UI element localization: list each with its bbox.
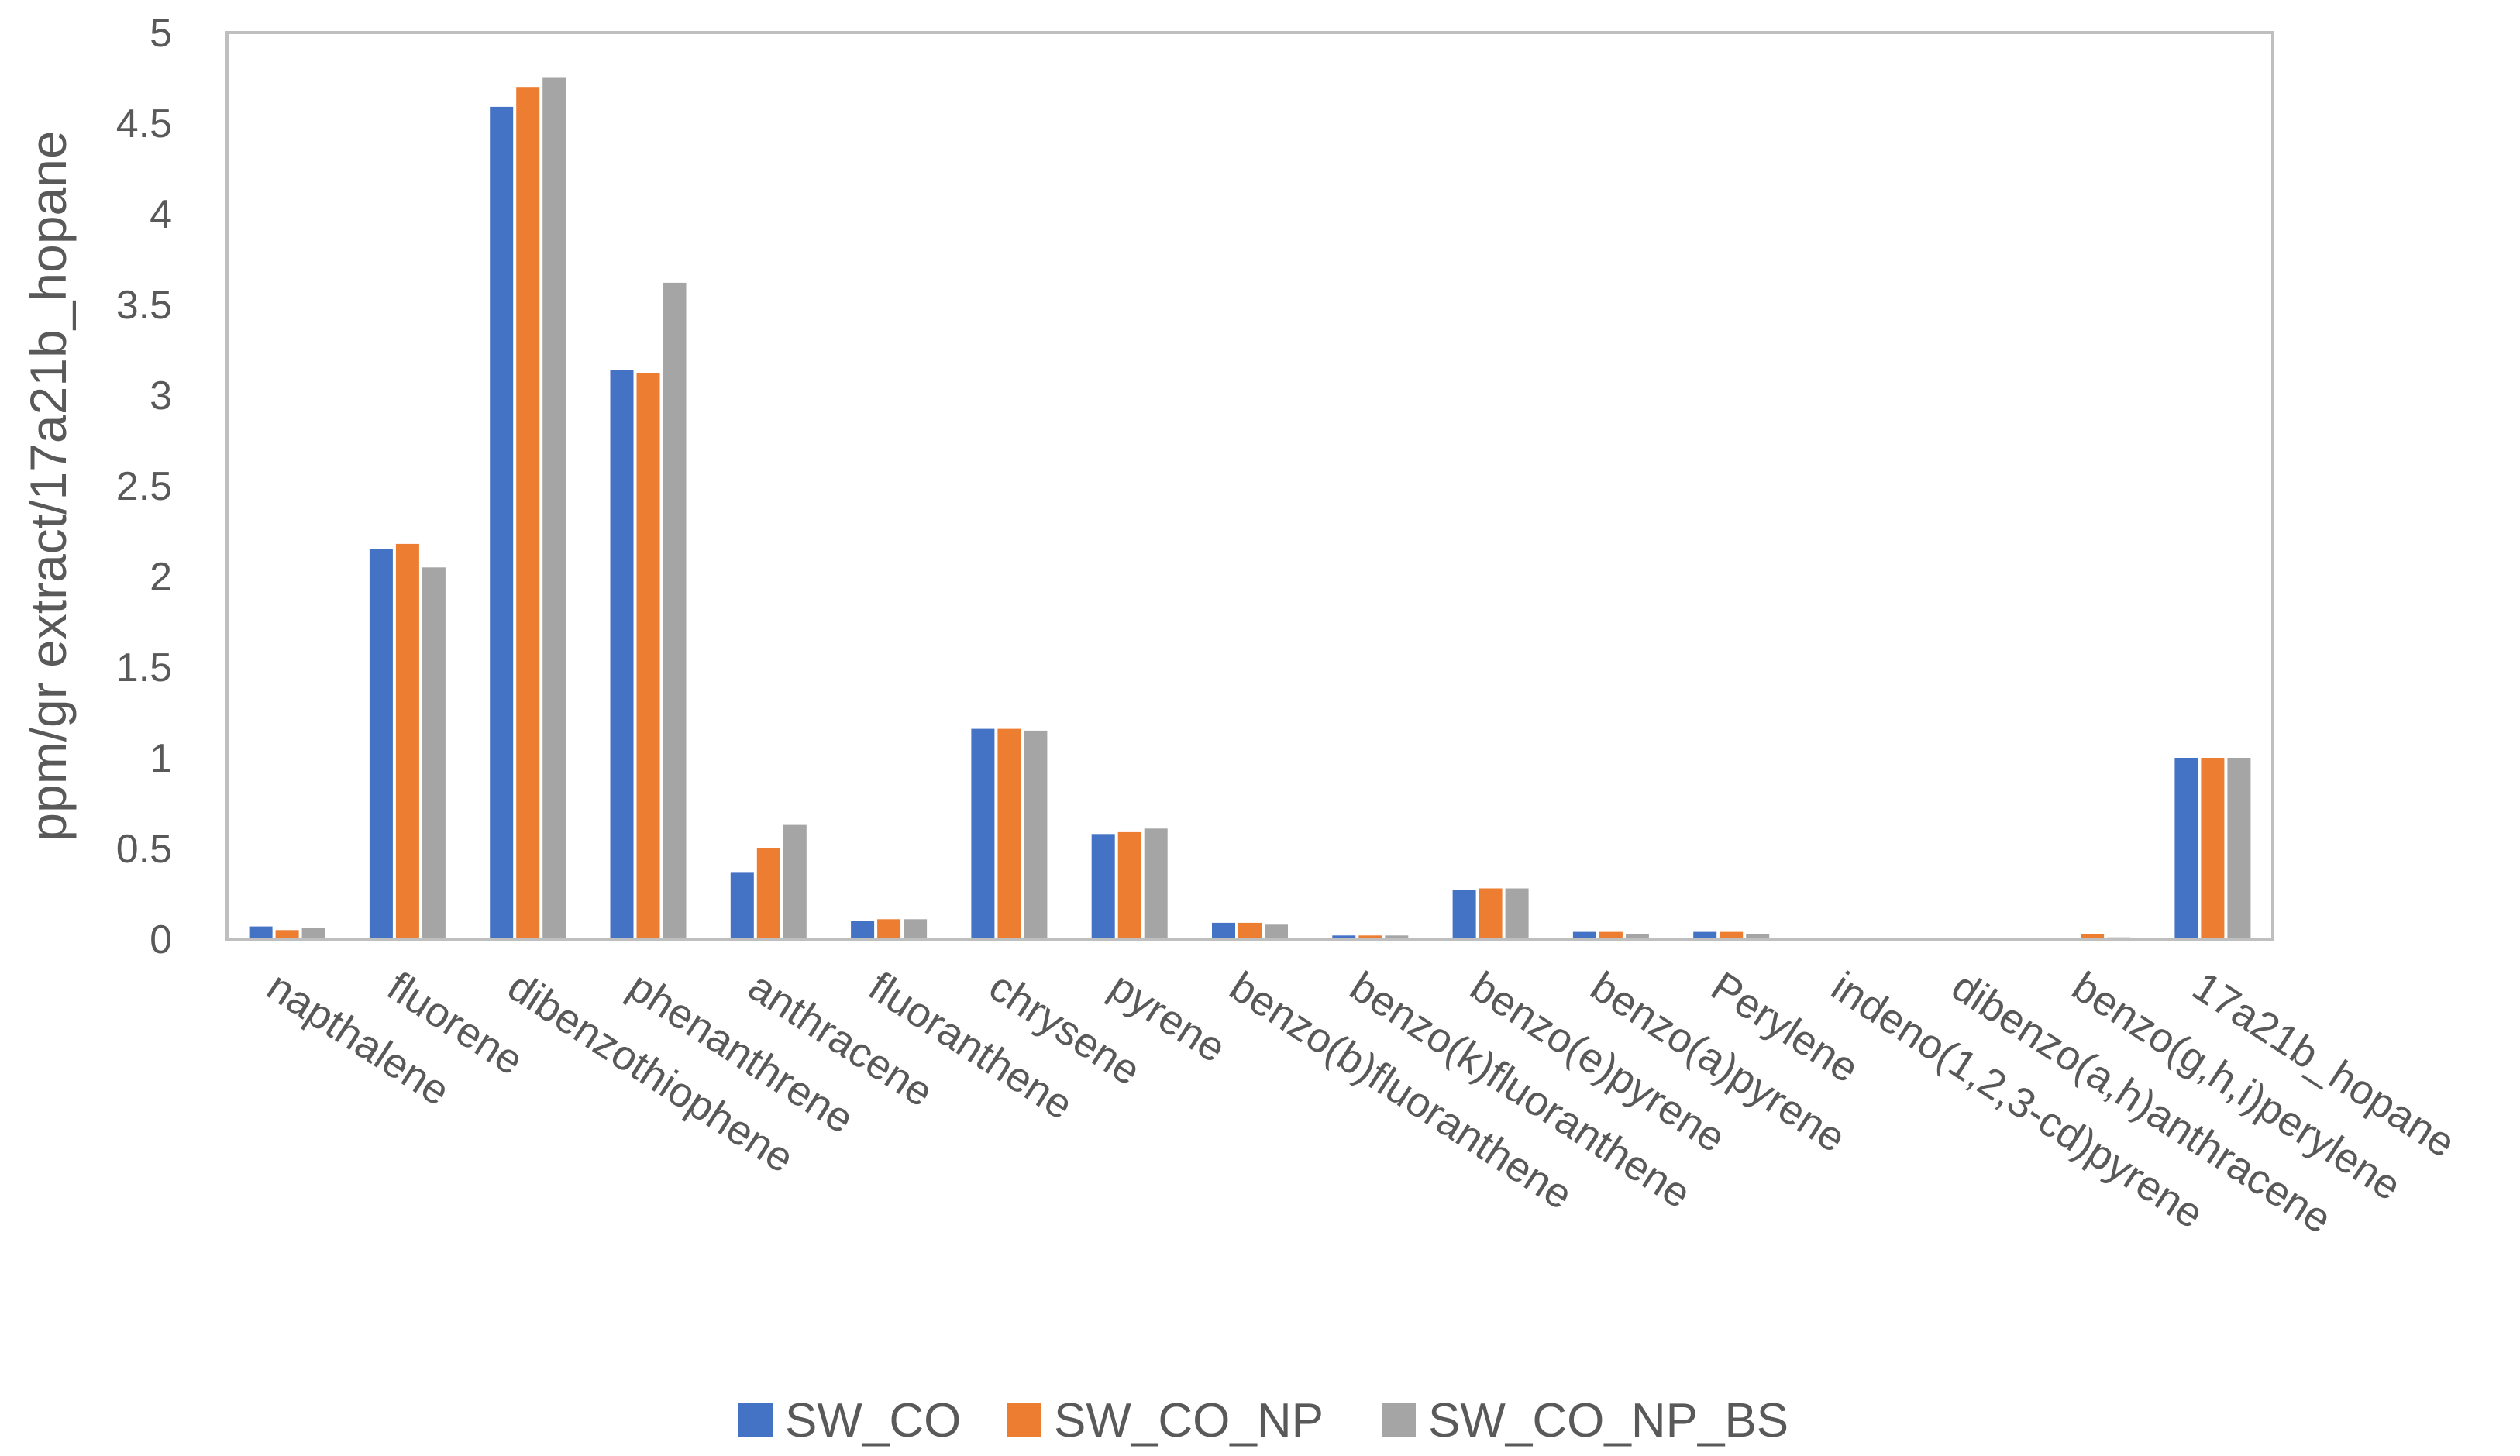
bar-sw-co xyxy=(1332,935,1356,939)
bar-sw-co xyxy=(1091,834,1115,939)
bar-sw-co-np xyxy=(636,373,660,939)
bar-sw-co-np xyxy=(516,87,540,940)
bar-sw-co xyxy=(490,106,514,939)
bar-sw-co-np-bs xyxy=(422,567,446,939)
y-tick-label: 4 xyxy=(150,192,172,237)
y-axis-ticks: 0 0.5 1 1.5 2 2.5 3 3.5 4 4.5 5 xyxy=(116,11,172,962)
legend-label: SW_CO_NP_BS xyxy=(1428,1394,1788,1447)
bar-sw-co-np xyxy=(1238,922,1262,939)
y-axis-title: ppm/gr extract/17a21b_hopane xyxy=(19,130,77,841)
bar-sw-co-np-bs xyxy=(301,928,325,939)
bar-sw-co xyxy=(249,926,273,939)
bar-sw-co xyxy=(1572,931,1596,939)
bar-sw-co xyxy=(971,728,995,939)
y-tick-label: 0.5 xyxy=(116,827,172,872)
bars xyxy=(249,77,2251,940)
bar-sw-co xyxy=(1693,931,1717,939)
bar-sw-co-np-bs xyxy=(1265,924,1288,939)
legend-swatch xyxy=(1382,1403,1416,1437)
bar-sw-co-np xyxy=(2081,934,2105,939)
bar-sw-co xyxy=(1212,922,1235,939)
bar-sw-co xyxy=(369,549,393,939)
bar-sw-co-np xyxy=(1599,931,1623,939)
bar-sw-co xyxy=(2174,758,2198,939)
y-tick-label: 5 xyxy=(150,11,172,56)
y-tick-label: 4.5 xyxy=(116,102,172,146)
y-tick-label: 0 xyxy=(150,917,172,962)
y-tick-label: 1 xyxy=(150,736,172,781)
bar-sw-co-np-bs xyxy=(1746,934,1770,939)
bar-sw-co xyxy=(1452,890,1476,939)
y-tick-label: 2.5 xyxy=(116,464,172,509)
bar-sw-co xyxy=(851,921,875,939)
bar-sw-co-np xyxy=(1117,831,1141,939)
legend-swatch xyxy=(738,1403,773,1437)
bar-sw-co-np xyxy=(395,543,419,939)
bar-sw-co-np-bs xyxy=(783,824,807,939)
bar-sw-co-np-bs xyxy=(1385,935,1409,939)
bar-sw-co-np xyxy=(877,919,901,939)
bar-sw-co-np-bs xyxy=(1625,934,1649,939)
legend-label: SW_CO xyxy=(785,1394,961,1447)
bar-sw-co-np xyxy=(1479,888,1503,939)
bar-sw-co-np-bs xyxy=(1144,828,1168,939)
bar-sw-co-np-bs xyxy=(663,282,687,939)
bar-sw-co xyxy=(610,370,634,939)
bar-sw-co xyxy=(730,872,754,939)
legend: SW_CO SW_CO_NP SW_CO_NP_BS xyxy=(738,1394,1788,1447)
legend-label: SW_CO_NP xyxy=(1054,1394,1324,1447)
bar-sw-co-np xyxy=(1720,931,1744,939)
bar-sw-co-np xyxy=(2201,758,2225,939)
y-tick-label: 2 xyxy=(150,555,172,600)
bar-sw-co-np xyxy=(275,930,299,939)
bar-sw-co-np-bs xyxy=(904,919,928,939)
bar-sw-co-np-bs xyxy=(542,77,566,939)
bar-sw-co-np-bs xyxy=(1024,730,1048,939)
y-tick-label: 3.5 xyxy=(116,283,172,328)
bar-sw-co-np xyxy=(1358,935,1382,939)
bar-sw-co-np-bs xyxy=(1505,888,1529,939)
bar-sw-co-np xyxy=(997,728,1021,939)
bar-sw-co-np xyxy=(756,848,780,939)
y-tick-label: 1.5 xyxy=(116,645,172,690)
bar-sw-co-np-bs xyxy=(2227,758,2251,939)
y-tick-label: 3 xyxy=(150,373,172,418)
legend-swatch xyxy=(1007,1403,1041,1437)
